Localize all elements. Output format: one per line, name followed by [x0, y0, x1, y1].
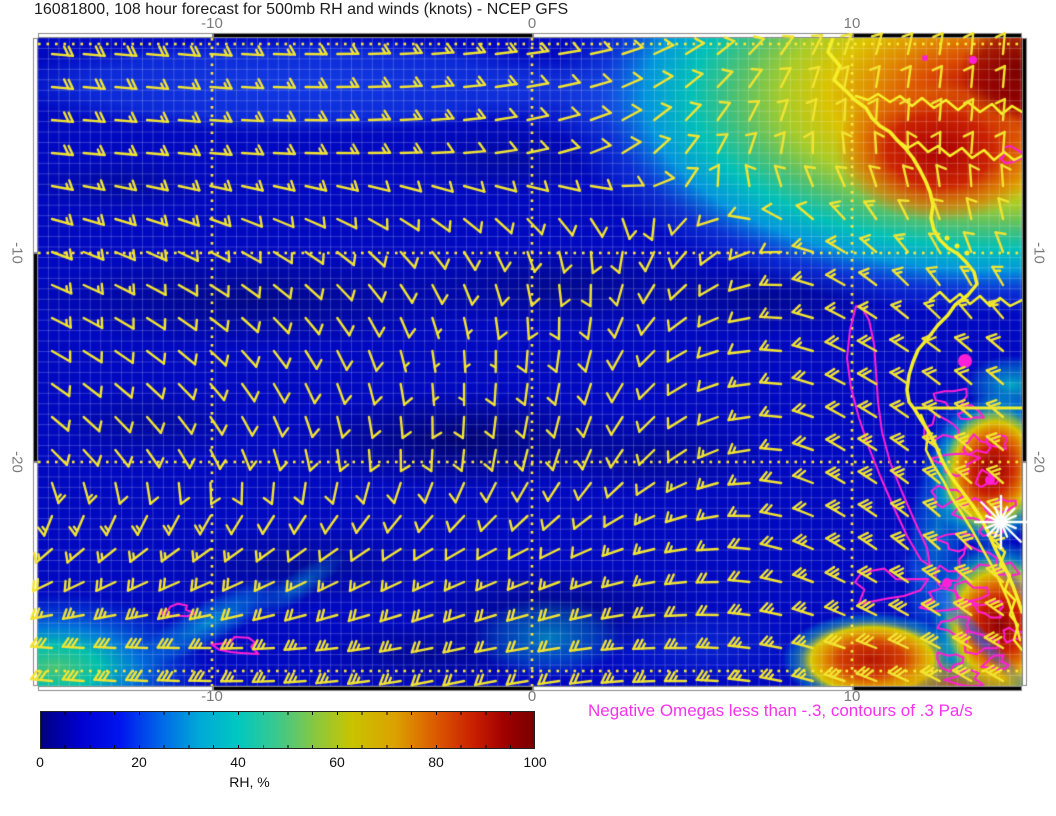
omega-annotation: Negative Omegas less than -.3, contours … — [588, 701, 973, 720]
axis-label-top-0: 0 — [527, 15, 537, 32]
axis-label-bottom-0: 0 — [527, 688, 537, 705]
colorbar-tick-40: 40 — [230, 754, 246, 770]
colorbar-tickmarks-top — [41, 712, 534, 715]
axis-label-left--10: -10 — [8, 242, 26, 264]
axis-label-top-10: 10 — [843, 15, 861, 32]
colorbar-tick-60: 60 — [329, 754, 345, 770]
colorbar-tick-0: 0 — [36, 754, 44, 770]
colorbar-tick-20: 20 — [131, 754, 147, 770]
colorbar-tickmarks-bottom — [41, 745, 534, 748]
axis-label-bottom--10: -10 — [201, 688, 223, 705]
axis-label-bottom-10: 10 — [843, 688, 861, 705]
colorbar-tick-100: 100 — [523, 754, 547, 770]
rh-colorbar — [40, 711, 535, 749]
colorbar-tick-80: 80 — [428, 754, 444, 770]
plot-title: 16081800, 108 hour forecast for 500mb RH… — [34, 1, 569, 18]
colorbar-title: RH, % — [229, 774, 270, 790]
axis-label-right--10: -10 — [1030, 242, 1048, 264]
axis-label-right--20: -20 — [1030, 451, 1048, 473]
axis-label-left--20: -20 — [8, 451, 26, 473]
axis-label-top--10: -10 — [201, 15, 223, 32]
